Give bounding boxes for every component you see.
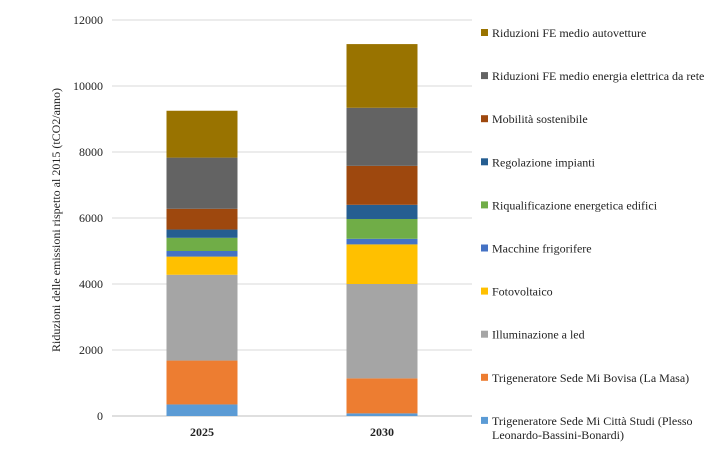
bars — [166, 44, 418, 416]
bar-segment — [346, 44, 418, 108]
legend-label: Illuminazione a led — [492, 328, 585, 342]
bar-segment — [346, 413, 418, 416]
bar-segment — [346, 244, 418, 284]
y-axis-label: Riduzioni delle emissioni rispetto al 20… — [49, 88, 63, 352]
bar-segment — [346, 107, 418, 166]
x-axis: 2025 2030 — [190, 425, 394, 439]
legend-label: Riduzioni FE medio energia elettrica da … — [492, 69, 704, 83]
bar-segment — [166, 404, 238, 416]
bar-segment — [346, 284, 418, 379]
legend-swatch — [481, 287, 488, 295]
legend-label: Trigeneratore Sede Mi Bovisa (La Masa) — [492, 371, 689, 385]
bar-segment — [166, 157, 238, 209]
y-tick-label: 10000 — [73, 79, 103, 93]
legend-swatch — [481, 158, 488, 166]
y-tick-label: 6000 — [79, 211, 103, 225]
legend-swatch — [481, 330, 488, 338]
bar-segment — [166, 274, 238, 361]
bar-segment — [346, 165, 418, 205]
bar-segment — [346, 204, 418, 219]
bar-segment — [166, 360, 238, 405]
legend: Riduzioni FE medio autovetture Riduzioni … — [481, 26, 704, 442]
y-tick-label: 4000 — [79, 277, 103, 291]
legend-swatch — [481, 373, 488, 381]
legend-label: Riduzioni FE medio autovetture — [492, 26, 646, 40]
legend-swatch — [481, 115, 488, 123]
bar-segment — [346, 218, 418, 239]
legend-swatch — [481, 244, 488, 252]
bar-segment — [346, 378, 418, 414]
bar-segment — [166, 251, 238, 257]
legend-swatch — [481, 416, 488, 424]
x-tick-label: 2025 — [190, 425, 214, 439]
legend-swatch — [481, 29, 488, 36]
legend-swatch — [481, 201, 488, 209]
y-tick-label: 8000 — [79, 145, 103, 159]
y-axis-ticks: 0 2000 4000 6000 8000 10000 12000 — [73, 13, 103, 423]
legend-label: Fotovoltaico — [492, 285, 553, 299]
legend-label: Macchine frigorifere — [492, 242, 592, 256]
bar-segment — [346, 238, 418, 245]
legend-label: Regolazione impianti — [492, 155, 596, 169]
bar-segment — [166, 237, 238, 251]
bar-segment — [166, 229, 238, 238]
legend-label: Trigeneratore Sede Mi Città Studi (Pless… — [492, 414, 693, 442]
legend-label: Riqualificazione energetica edifici — [492, 198, 658, 212]
gridlines — [112, 19, 472, 417]
bar-segment — [166, 110, 238, 158]
bar-segment — [166, 256, 238, 275]
bar-segment — [166, 208, 238, 230]
legend-swatch — [481, 72, 488, 80]
y-tick-label: 0 — [97, 409, 103, 423]
y-tick-label: 2000 — [79, 343, 103, 357]
legend-label: Mobilità sostenibile — [492, 112, 588, 126]
x-tick-label: 2030 — [370, 425, 394, 439]
y-tick-label: 12000 — [73, 13, 103, 27]
